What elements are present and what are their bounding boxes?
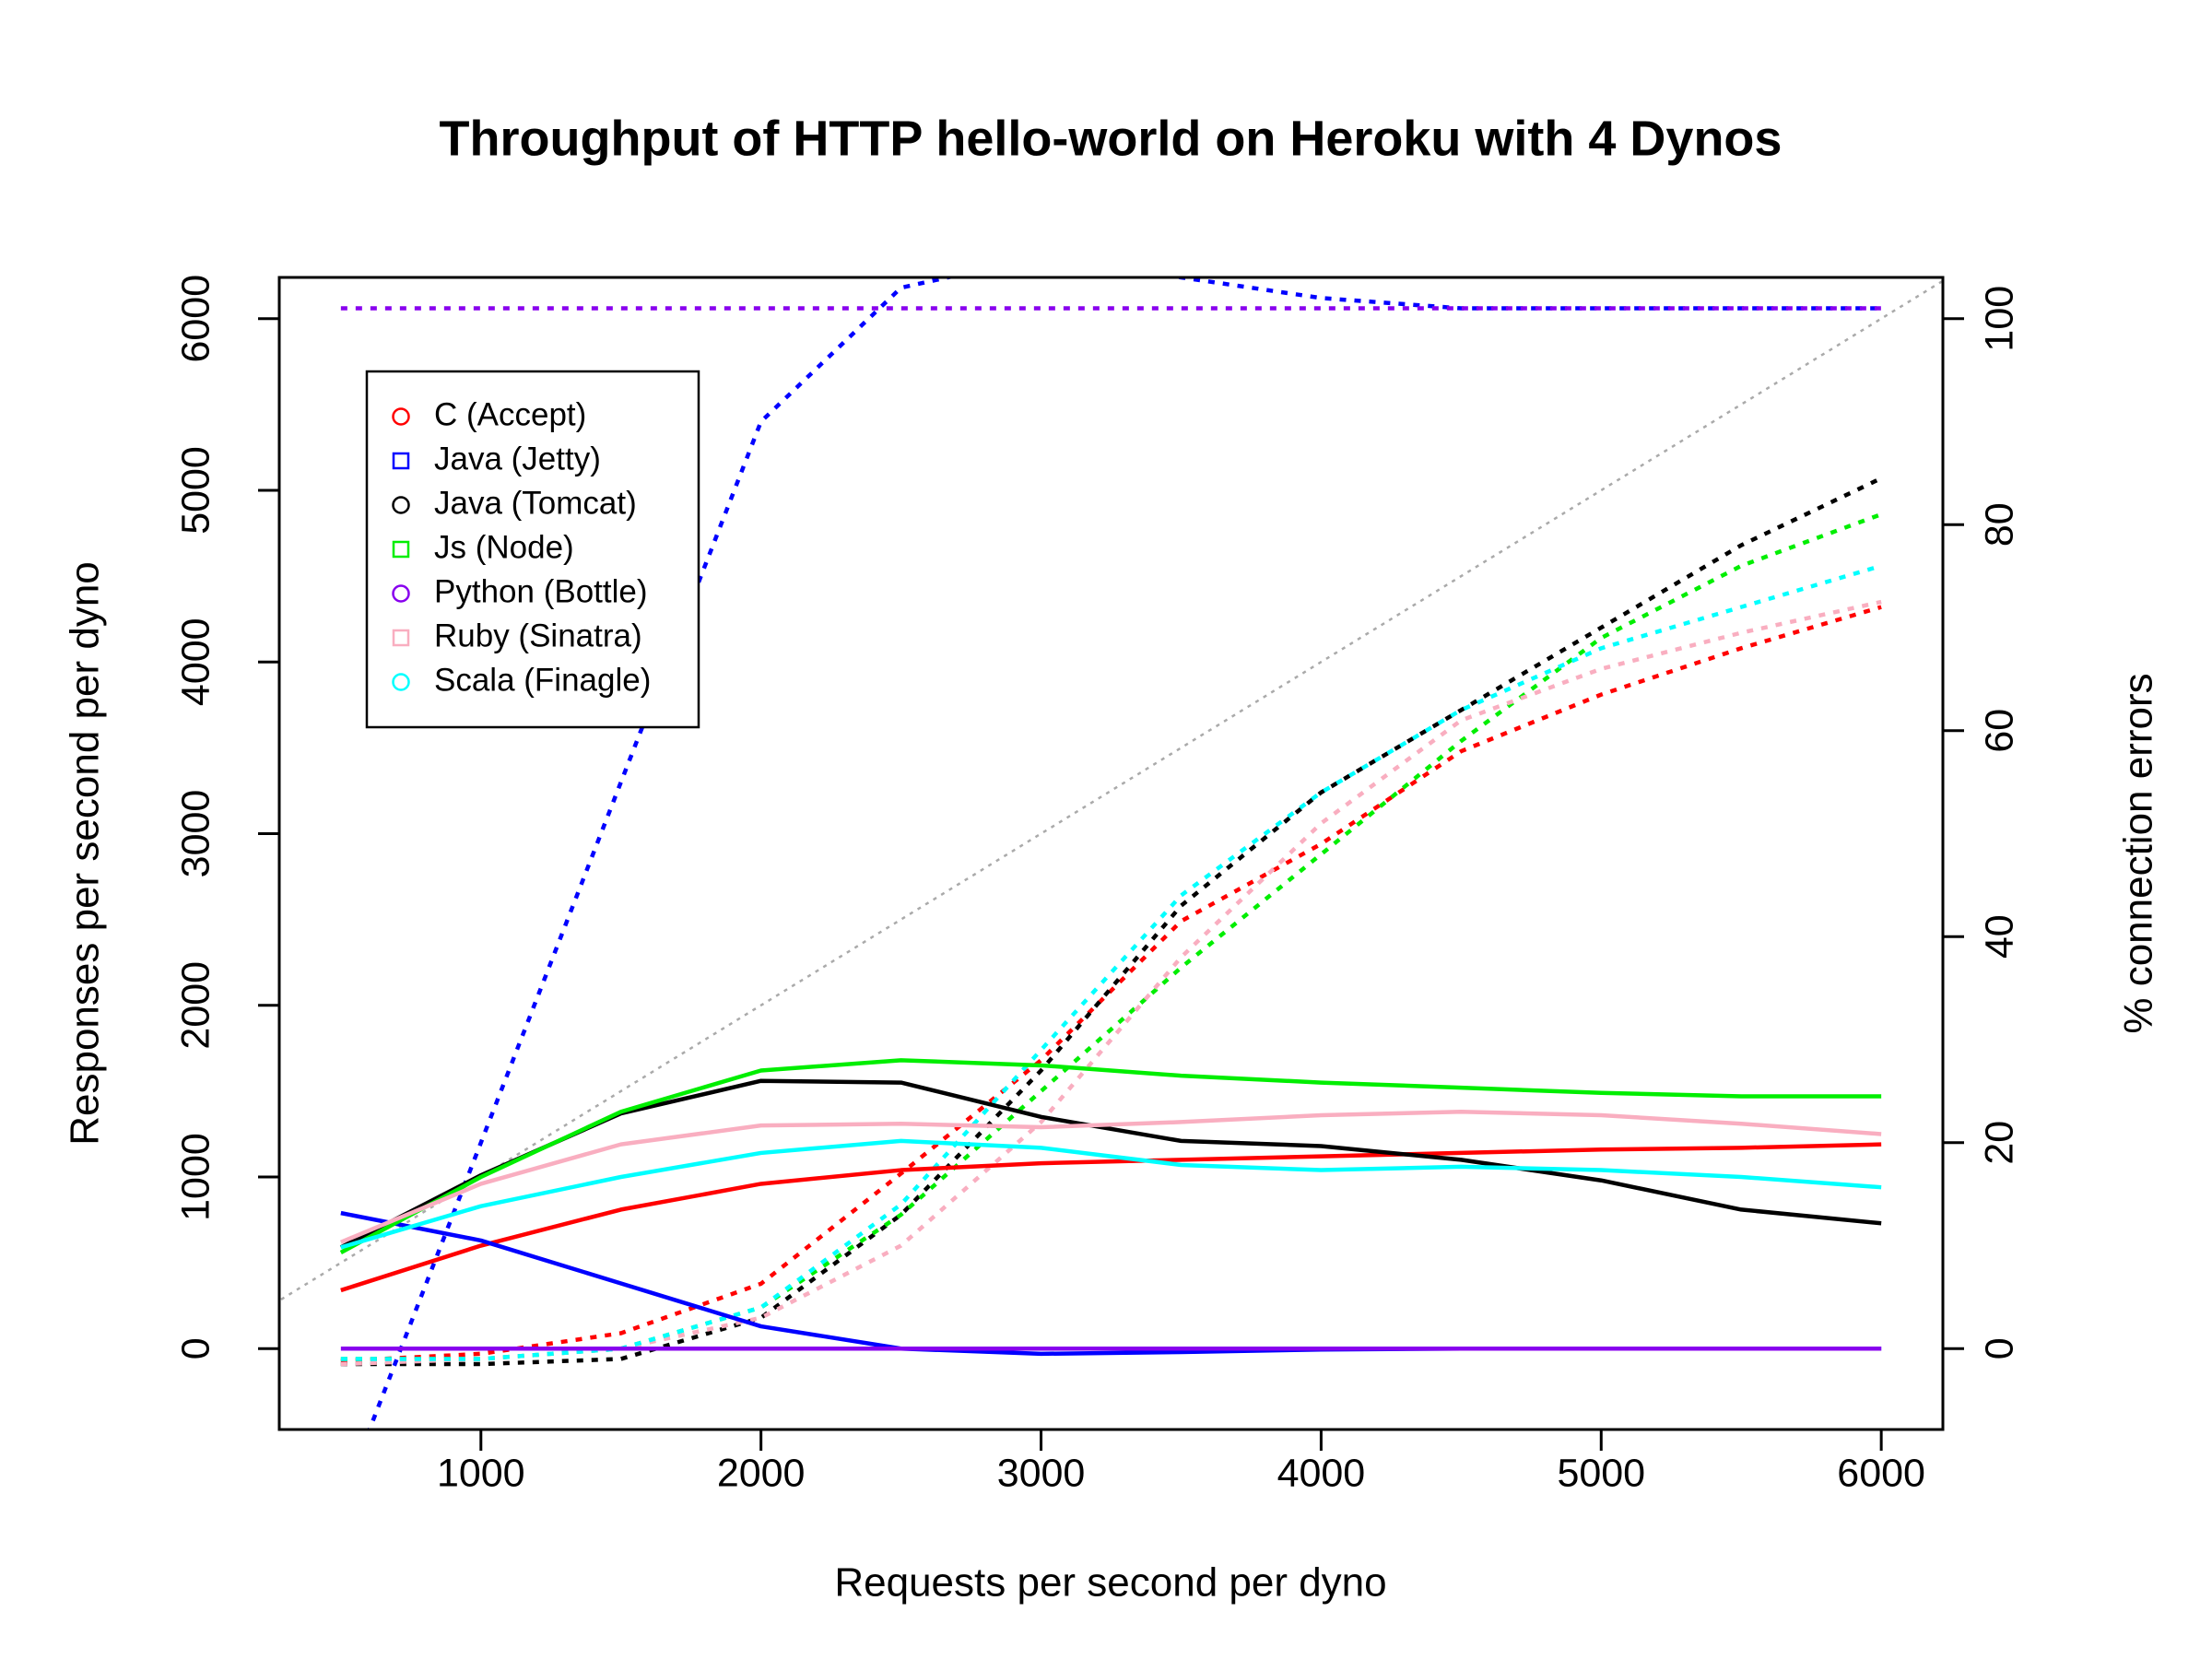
throughput-line xyxy=(339,1109,1882,1244)
x-tick-label: 1000 xyxy=(437,1451,525,1495)
error-line xyxy=(340,605,1882,1363)
x-tick-label: 6000 xyxy=(1837,1451,1925,1495)
chart-title: Throughput of HTTP hello-world on Heroku… xyxy=(440,111,1783,166)
plot-frame xyxy=(277,276,1945,1431)
throughput-line xyxy=(340,1138,1882,1250)
y2-tick-label: 80 xyxy=(1977,502,2021,547)
legend-marker xyxy=(392,584,410,603)
legend-label: C (Accept) xyxy=(434,396,586,432)
legend-label: Java (Tomcat) xyxy=(434,485,637,521)
legend-marker xyxy=(392,629,410,647)
y2-tick-label: 60 xyxy=(1977,709,2021,753)
legend-label: Python (Bottle) xyxy=(434,573,648,609)
throughput-line xyxy=(340,1142,1882,1293)
legend-marker xyxy=(392,496,410,514)
legend-label: Ruby (Sinatra) xyxy=(434,618,642,653)
y2-tick-label: 20 xyxy=(1977,1121,2021,1165)
legend-label: Js (Node) xyxy=(434,529,574,565)
y-tick-label: 0 xyxy=(173,1337,218,1359)
x-tick-label: 5000 xyxy=(1557,1451,1645,1495)
y-tick-label: 2000 xyxy=(173,961,218,1050)
legend-marker xyxy=(392,540,410,559)
x-tick-label: 3000 xyxy=(997,1451,1086,1495)
x-tick-label: 2000 xyxy=(717,1451,806,1495)
throughput-line xyxy=(339,1058,1882,1254)
x-axis-label: Requests per second per dyno xyxy=(834,1560,1386,1606)
y-tick-label: 6000 xyxy=(173,275,218,363)
y2-tick-label: 100 xyxy=(1977,286,2021,352)
y-tick-label: 1000 xyxy=(173,1133,218,1221)
throughput-line xyxy=(340,1210,1882,1357)
y-tick-label: 5000 xyxy=(173,446,218,535)
legend-label: Java (Jetty) xyxy=(434,441,601,477)
identity-line xyxy=(279,279,1943,1302)
legend-label: Scala (Finagle) xyxy=(434,662,651,698)
legend-marker xyxy=(392,673,410,691)
y2-tick-label: 40 xyxy=(1977,914,2021,959)
y-tick-label: 4000 xyxy=(173,618,218,706)
y-axis-label: Responses per second per dyno xyxy=(63,561,108,1146)
x-tick-label: 4000 xyxy=(1277,1451,1366,1495)
legend-box xyxy=(365,370,700,729)
legend-marker xyxy=(392,407,410,426)
plot-area xyxy=(279,277,1943,1430)
y2-axis-label: % connection errors xyxy=(2116,673,2161,1033)
error-line xyxy=(340,476,1883,1367)
y2-tick-label: 0 xyxy=(1977,1337,2021,1359)
legend-marker xyxy=(392,452,410,470)
y-tick-label: 3000 xyxy=(173,790,218,878)
